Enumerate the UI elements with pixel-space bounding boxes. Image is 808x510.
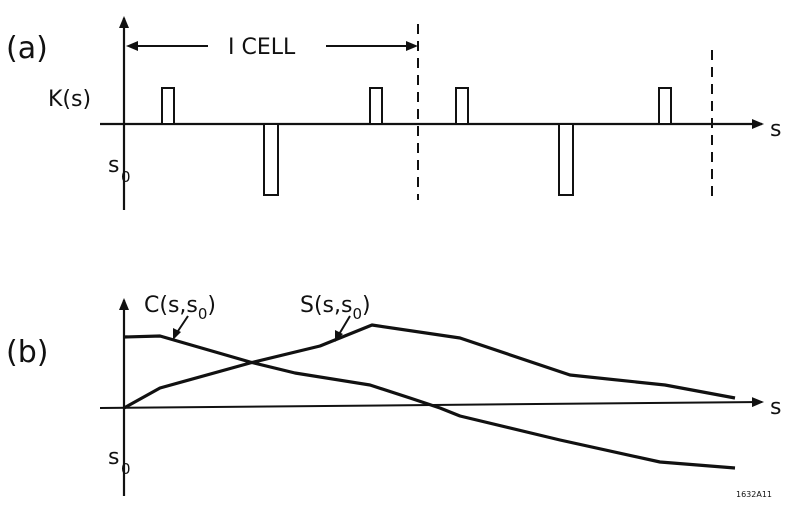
curve-c: [123, 334, 736, 470]
curve-c-label: C(s,s0): [144, 293, 216, 323]
curve-s-label: S(s,s0): [300, 293, 371, 323]
curve-c-leader-arrow: [173, 328, 181, 340]
cell-dimension-arrow-right: [406, 41, 418, 51]
defocusing-element: [263, 123, 279, 196]
focusing-element: [161, 87, 175, 125]
curve-s: [123, 323, 736, 410]
cell-label: I CELL: [228, 35, 296, 60]
panel-b: (b) s s 0 C(s,s0) S(s,s0) 1632A11: [6, 293, 781, 499]
panel-a-y-label: K(s): [48, 87, 91, 112]
curve-s-leader-arrow: [335, 330, 343, 342]
panel-b-origin-label: s: [108, 445, 119, 470]
panel-b-label: (b): [6, 335, 48, 370]
focusing-element: [369, 87, 383, 125]
panel-a-x-label: s: [770, 117, 781, 142]
panel-b-x-label: s: [770, 395, 781, 420]
panel-a-label: (a): [6, 31, 48, 66]
focusing-element: [658, 87, 672, 125]
panel-a-origin-label: s: [108, 153, 119, 178]
defocusing-element: [558, 123, 574, 196]
cell-dimension-arrow-left: [126, 41, 138, 51]
focusing-element: [455, 87, 469, 125]
panel-a-origin-subscript: 0: [121, 168, 131, 186]
figure-id: 1632A11: [736, 490, 772, 499]
panel-b-origin-subscript: 0: [121, 460, 131, 478]
panel-a: (a) K(s) s s 0 I CELL: [6, 16, 781, 210]
